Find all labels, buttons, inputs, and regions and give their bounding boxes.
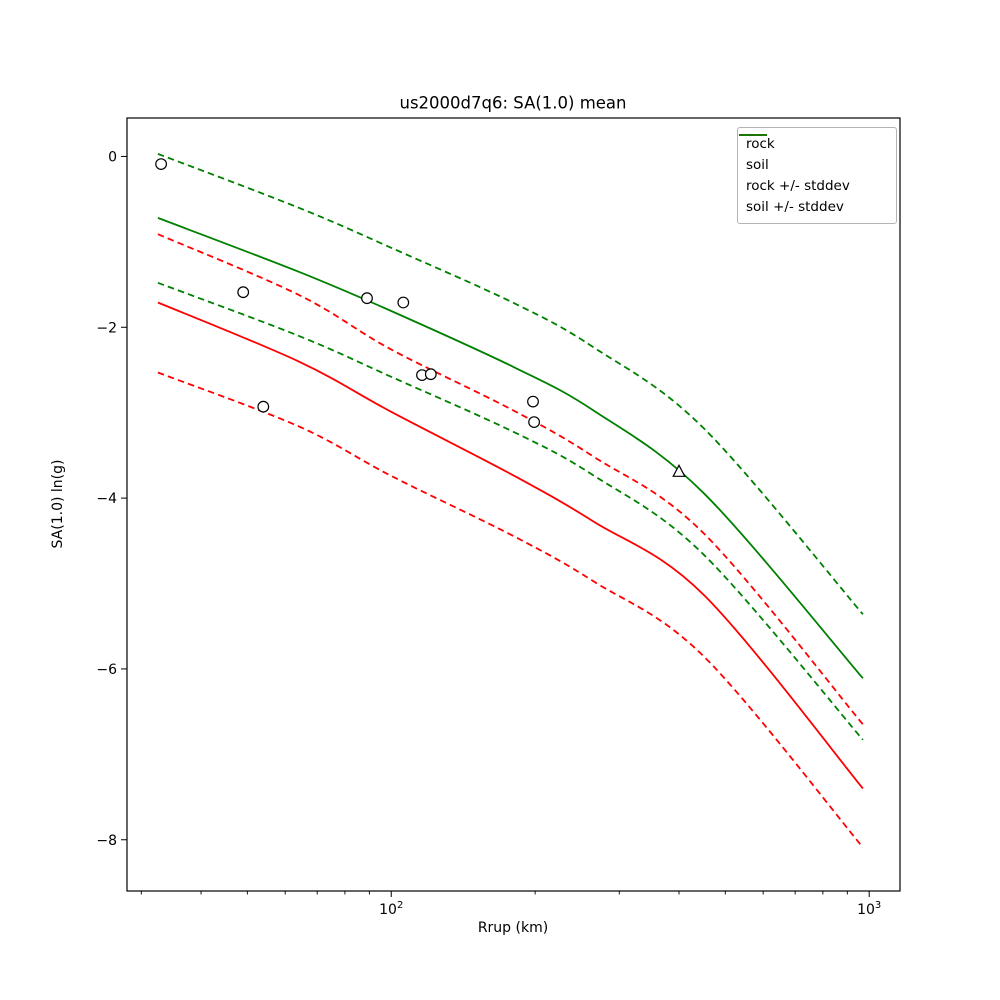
- legend-label: rock: [746, 135, 775, 152]
- axes-spines: [126, 117, 901, 892]
- series-rock_mean-line: [157, 301, 864, 790]
- observation-circle-marker: [397, 296, 410, 309]
- legend-item: soil: [739, 134, 888, 175]
- legend-dashed-line-icon: [739, 134, 767, 136]
- legend-item: rock +/- stddev: [739, 134, 888, 196]
- series-rock_plus_stddev-line: [157, 233, 864, 725]
- legend-label: soil +/- stddev: [746, 198, 844, 215]
- observation-circle-marker: [528, 416, 540, 429]
- series-soil_minus_stddev-line: [157, 281, 864, 741]
- series-rock_minus_stddev-line: [157, 371, 864, 848]
- x-axis-tick-label: 102: [379, 900, 403, 918]
- series-soil_plus_stddev-line: [157, 153, 864, 615]
- legend: rock soil rock +/- stddev soil +/- stddev: [737, 127, 897, 224]
- y-axis-tick-label: −4: [96, 491, 117, 507]
- y-axis-tick-label: −2: [96, 320, 117, 336]
- observation-circle-marker: [237, 286, 250, 299]
- chart-title: us2000d7q6: SA(1.0) mean: [399, 93, 627, 113]
- legend-item: soil +/- stddev: [739, 134, 888, 217]
- legend-label: rock +/- stddev: [746, 177, 850, 194]
- observation-circle-marker: [361, 292, 373, 305]
- x-axis-tick-label: 103: [857, 900, 881, 918]
- x-axis-label: Rrup (km): [477, 920, 549, 936]
- y-axis-label: SA(1.0) ln(g): [50, 459, 66, 549]
- observation-circle-marker: [155, 158, 168, 171]
- observation-triangle-marker: [672, 464, 686, 477]
- series-soil_mean-line: [157, 217, 864, 679]
- y-axis-tick-label: 0: [108, 149, 117, 165]
- observation-circle-marker: [257, 400, 270, 413]
- y-axis-tick-label: −8: [96, 833, 117, 849]
- observation-circle-marker: [424, 368, 437, 381]
- y-axis-tick-label: −6: [96, 662, 117, 678]
- legend-label: soil: [746, 156, 769, 173]
- observation-circle-marker: [527, 395, 539, 408]
